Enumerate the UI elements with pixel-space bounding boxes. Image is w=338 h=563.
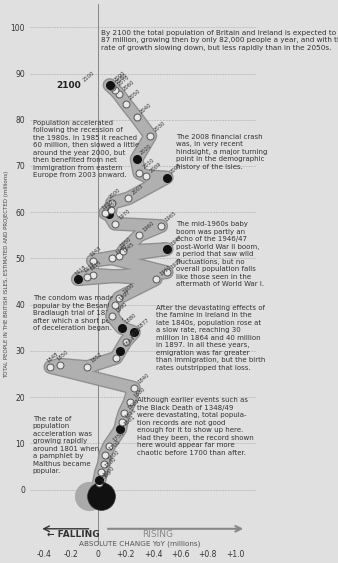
Text: 1877: 1877 [137, 317, 150, 329]
Text: 1980: 1980 [105, 199, 119, 212]
Text: The rate of
population
acceleration was
growing rapidly
around 1801 when
a pamph: The rate of population acceleration was … [33, 415, 99, 474]
Text: 1700: 1700 [108, 440, 121, 452]
Text: 1917: 1917 [83, 262, 97, 274]
Text: 1848: 1848 [46, 352, 60, 364]
Text: 2030: 2030 [153, 120, 167, 133]
Text: 1965: 1965 [164, 211, 177, 224]
Text: 1890: 1890 [115, 301, 128, 314]
Text: The condom was made
popular by the Besant-
Bradlaugh trial of 1877,
after which : The condom was made popular by the Besan… [33, 296, 123, 332]
Text: 1945: 1945 [122, 241, 135, 253]
Text: 1500: 1500 [104, 457, 117, 469]
Text: 1897: 1897 [118, 289, 131, 302]
Text: 2100: 2100 [56, 81, 80, 90]
Text: 1920: 1920 [169, 257, 183, 270]
Text: 2090: 2090 [113, 71, 127, 83]
Text: 1864: 1864 [123, 336, 137, 348]
Text: 2100: 2100 [82, 70, 95, 82]
Text: 1943: 1943 [89, 245, 102, 258]
Text: 2008: 2008 [169, 162, 183, 175]
Text: 2080: 2080 [115, 72, 128, 84]
Text: ABSOLUTE CHANGE YoY (millions): ABSOLUTE CHANGE YoY (millions) [79, 540, 200, 547]
Text: 1811: 1811 [124, 407, 138, 419]
Text: 1830: 1830 [132, 386, 146, 399]
Text: 1900: 1900 [122, 283, 135, 295]
Text: The mid-1960s baby
boom was partly an
echo of the 1946/47
post-World War II boom: The mid-1960s baby boom was partly an ec… [176, 221, 264, 288]
Text: 1983: 1983 [101, 198, 115, 211]
Text: 2050: 2050 [128, 88, 142, 101]
Text: 1840: 1840 [137, 373, 150, 385]
Text: ← FALLING: ← FALLING [47, 530, 100, 539]
Text: 1960: 1960 [142, 220, 156, 233]
Text: 1852: 1852 [90, 352, 104, 364]
Text: The 2008 financial crash
was, in very recent
hindsight, a major turning
point in: The 2008 financial crash was, in very re… [176, 133, 268, 169]
Text: 1918: 1918 [74, 264, 87, 276]
Text: RISING: RISING [142, 530, 173, 539]
Text: Population accelerated
following the recession of
the 1980s. In 1985 it reached
: Population accelerated following the rec… [33, 120, 139, 178]
Text: 2000: 2000 [108, 187, 121, 200]
Text: 2070: 2070 [118, 74, 131, 87]
Text: 1870: 1870 [128, 327, 142, 339]
Text: 2060: 2060 [122, 79, 135, 92]
Text: 1850: 1850 [56, 350, 69, 362]
Text: 2040: 2040 [139, 102, 153, 115]
Text: By 2100 the total population of Britain and Ireland is expected to reach
87 mill: By 2100 the total population of Britain … [101, 30, 338, 51]
Text: 1801: 1801 [123, 414, 137, 427]
Text: 1950: 1950 [119, 236, 132, 249]
Text: 1750: 1750 [112, 430, 126, 443]
Text: 1970: 1970 [118, 208, 131, 221]
Text: 1820: 1820 [127, 398, 141, 410]
Text: 1940: 1940 [115, 243, 128, 256]
Text: 2003: 2003 [131, 183, 145, 195]
Text: Although earlier events such as
the Black Death of 1348/49
were devastating, tot: Although earlier events such as the Blac… [137, 397, 254, 455]
Text: 1910: 1910 [159, 264, 172, 276]
Text: 1: 1 [101, 479, 107, 484]
Text: 2020: 2020 [139, 144, 153, 157]
Text: 1000: 1000 [102, 465, 116, 477]
Text: 1880: 1880 [124, 312, 138, 325]
Text: 2010: 2010 [142, 158, 156, 170]
Text: 1600: 1600 [106, 449, 120, 461]
Y-axis label: TOTAL PEOPLE IN THE BRITISH ISLES, ESTIMATED AND PROJECTED (millions): TOTAL PEOPLE IN THE BRITISH ISLES, ESTIM… [4, 171, 9, 378]
Text: After the devastating effects of
the famine in Ireland in the
late 1840s, popula: After the devastating effects of the fam… [156, 305, 265, 370]
Text: 2009: 2009 [149, 161, 163, 173]
Text: 1947: 1947 [169, 234, 183, 247]
Text: 500: 500 [102, 470, 113, 480]
Text: 1916: 1916 [89, 260, 102, 272]
